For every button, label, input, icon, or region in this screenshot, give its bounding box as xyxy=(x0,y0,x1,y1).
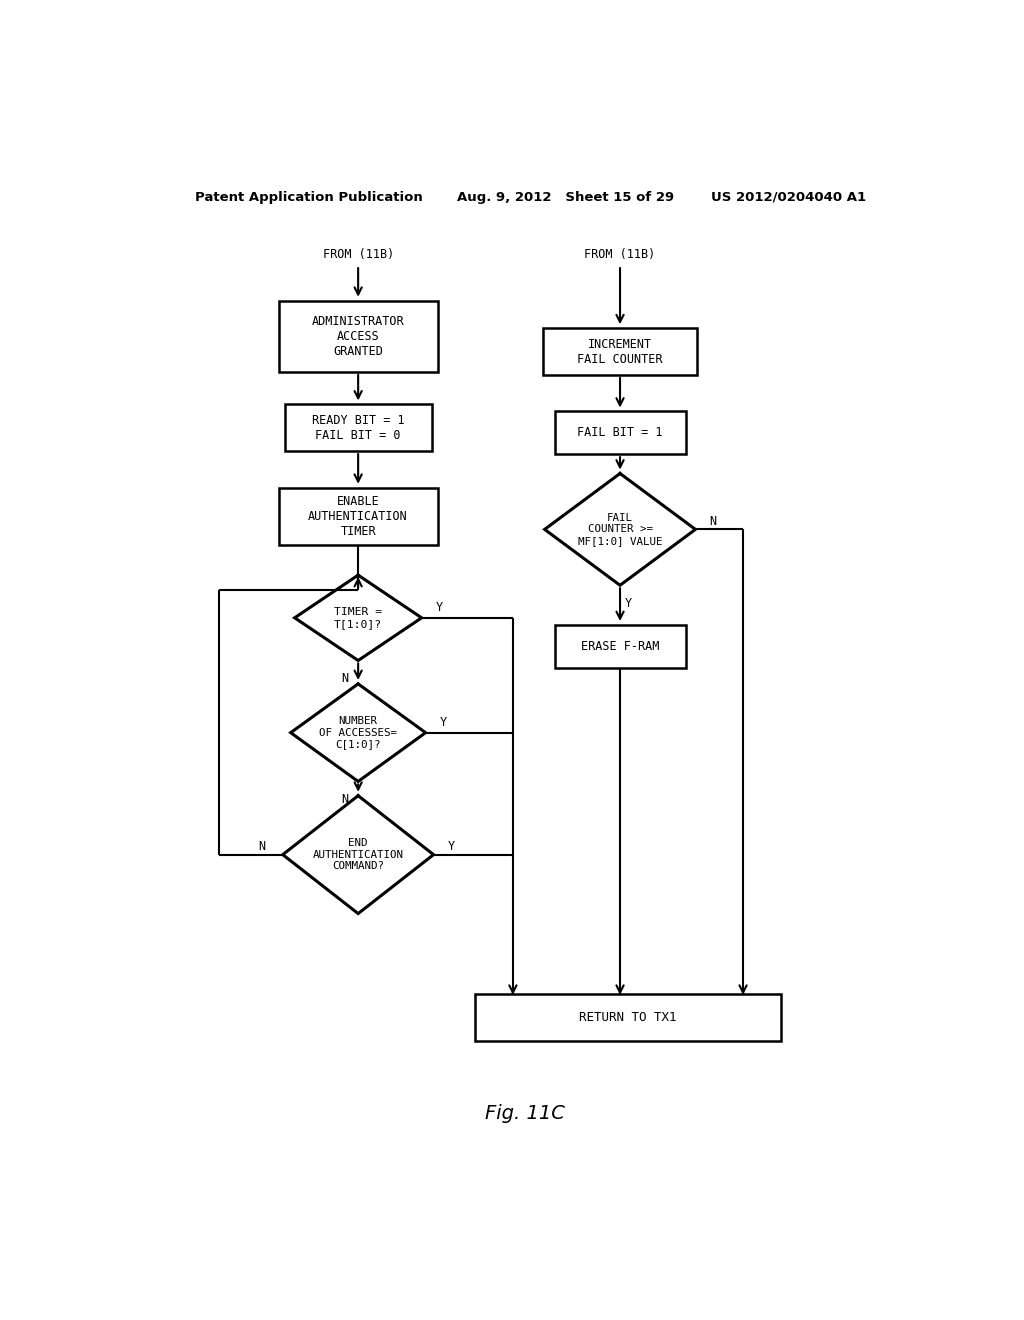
Text: Y: Y xyxy=(439,715,446,729)
Text: FAIL BIT = 1: FAIL BIT = 1 xyxy=(578,426,663,440)
Text: FROM (11B): FROM (11B) xyxy=(585,248,655,261)
Text: N: N xyxy=(341,672,348,685)
Text: FROM (11B): FROM (11B) xyxy=(323,248,394,261)
FancyBboxPatch shape xyxy=(475,994,780,1040)
Text: RETURN TO TX1: RETURN TO TX1 xyxy=(580,1011,677,1024)
Text: Y: Y xyxy=(625,597,632,610)
Text: ENABLE
AUTHENTICATION
TIMER: ENABLE AUTHENTICATION TIMER xyxy=(308,495,408,537)
FancyBboxPatch shape xyxy=(279,301,437,372)
Text: Y: Y xyxy=(435,601,442,614)
Text: N: N xyxy=(341,793,348,807)
Text: N: N xyxy=(258,840,265,853)
Text: READY BIT = 1
FAIL BIT = 0: READY BIT = 1 FAIL BIT = 0 xyxy=(312,413,404,442)
FancyBboxPatch shape xyxy=(555,412,685,454)
Text: Aug. 9, 2012   Sheet 15 of 29: Aug. 9, 2012 Sheet 15 of 29 xyxy=(458,190,675,203)
FancyBboxPatch shape xyxy=(555,624,685,668)
Text: Patent Application Publication: Patent Application Publication xyxy=(196,190,423,203)
Text: INCREMENT
FAIL COUNTER: INCREMENT FAIL COUNTER xyxy=(578,338,663,366)
FancyBboxPatch shape xyxy=(285,404,431,451)
Text: FAIL
COUNTER >=
MF[1:0] VALUE: FAIL COUNTER >= MF[1:0] VALUE xyxy=(578,512,663,546)
Text: Y: Y xyxy=(447,840,455,853)
Text: ADMINISTRATOR
ACCESS
GRANTED: ADMINISTRATOR ACCESS GRANTED xyxy=(312,314,404,358)
FancyBboxPatch shape xyxy=(543,329,697,375)
Text: NUMBER
OF ACCESSES=
C[1:0]?: NUMBER OF ACCESSES= C[1:0]? xyxy=(319,715,397,750)
Text: US 2012/0204040 A1: US 2012/0204040 A1 xyxy=(712,190,866,203)
Text: Fig. 11C: Fig. 11C xyxy=(484,1105,565,1123)
Text: N: N xyxy=(710,515,717,528)
Text: ERASE F-RAM: ERASE F-RAM xyxy=(581,640,659,653)
Text: TIMER =
T[1:0]?: TIMER = T[1:0]? xyxy=(334,607,382,628)
FancyBboxPatch shape xyxy=(279,487,437,545)
Text: END
AUTHENTICATION
COMMAND?: END AUTHENTICATION COMMAND? xyxy=(312,838,403,871)
